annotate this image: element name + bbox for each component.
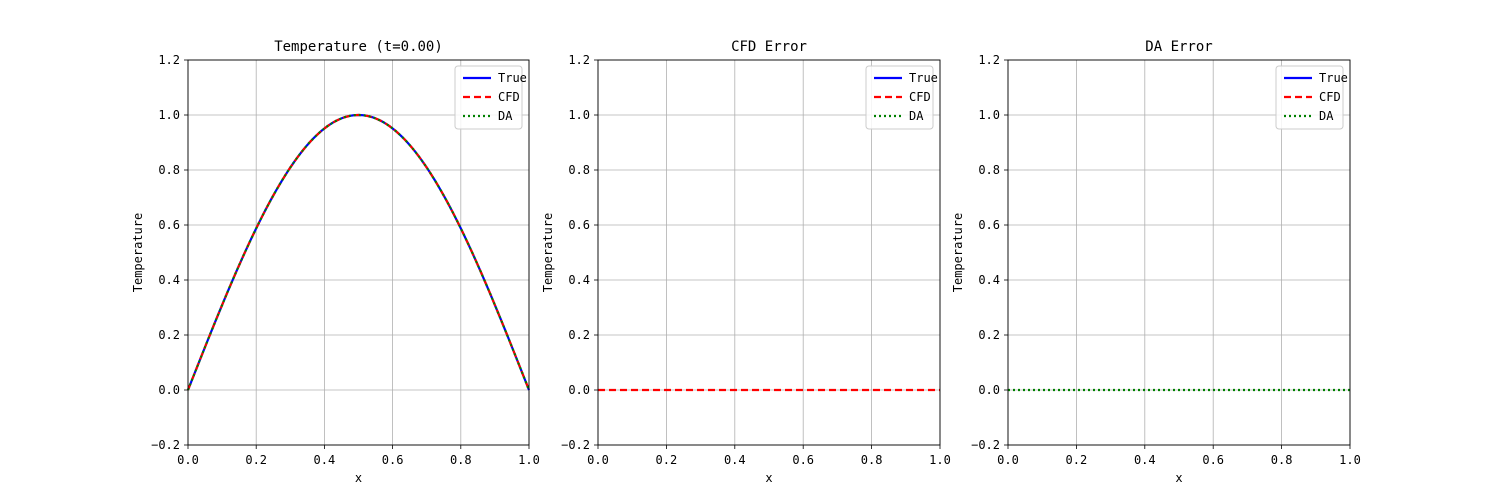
x-axis-label: x [1175,471,1182,485]
x-tick-label: 0.4 [724,453,746,467]
series-line-da [186,113,531,391]
x-tick-label: 0.2 [1066,453,1088,467]
x-tick-label: 0.8 [450,453,472,467]
y-tick-label: 0.8 [568,163,590,177]
y-tick-label: 1.0 [158,108,180,122]
subplot-3: 0.0 0.2 0.4 0.6 0.8 1.0−0.20.00.20.40.60.81.0… [951,39,1361,485]
legend-label-da: DA [1319,109,1334,123]
x-tick-label: 0.4 [314,453,336,467]
y-tick-label: 0.4 [568,273,590,287]
subplot-title: CFD Error [731,39,807,55]
y-tick-label: 0.6 [568,218,590,232]
y-tick-label: 0.4 [158,273,180,287]
x-tick-label: 0.4 [1134,453,1156,467]
x-tick-label: 0.6 [792,453,814,467]
y-tick-label: 1.2 [568,53,590,67]
y-tick-label: 0.2 [568,328,590,342]
series-line-cfd [186,113,531,391]
y-tick-label: 1.0 [568,108,590,122]
y-tick-label: 0.8 [158,163,180,177]
y-tick-label: 0.0 [158,383,180,397]
y-axis-label: Temperature [131,213,145,292]
y-axis-label: Temperature [541,213,555,292]
y-tick-label: −0.2 [151,438,180,452]
x-tick-label: 0.6 [382,453,404,467]
x-tick-label: 0.0 [997,453,1019,467]
x-tick-label: 0.0 [587,453,609,467]
y-tick-label: 0.8 [978,163,1000,177]
x-tick-label: 0.8 [1271,453,1293,467]
y-tick-label: 0.0 [978,383,1000,397]
legend-label-cfd: CFD [498,90,520,104]
y-tick-label: 0.2 [158,328,180,342]
y-tick-label: −0.2 [561,438,590,452]
y-tick-label: 0.2 [978,328,1000,342]
legend-label-true: True [1319,71,1348,85]
subplot-title: DA Error [1145,39,1212,55]
x-tick-label: 0.2 [245,453,267,467]
y-tick-label: 1.2 [158,53,180,67]
legend-label-da: DA [909,109,924,123]
legend-label-cfd: CFD [1319,90,1341,104]
y-tick-label: 1.0 [978,108,1000,122]
axes-frame [187,59,530,446]
x-axis-label: x [355,471,362,485]
axes-frame [597,59,941,446]
y-tick-label: 1.2 [978,53,1000,67]
x-tick-label: 1.0 [1339,453,1361,467]
series-line-true [186,113,531,391]
legend-label-cfd: CFD [909,90,931,104]
x-tick-label: 0.2 [656,453,678,467]
subplot-1: 0.0 0.2 0.4 0.6 0.8 1.0−0.20.00.20.40.60.81.0… [131,39,540,485]
y-tick-label: 0.0 [568,383,590,397]
y-tick-label: 0.4 [978,273,1000,287]
y-tick-label: −0.2 [971,438,1000,452]
x-tick-label: 0.8 [861,453,883,467]
x-tick-label: 0.0 [177,453,199,467]
y-axis-label: Temperature [951,213,965,292]
legend-label-da: DA [498,109,513,123]
x-tick-label: 0.6 [1202,453,1224,467]
subplot-2: 0.0 0.2 0.4 0.6 0.8 1.0−0.20.00.20.40.60.81.0… [541,39,951,485]
subplot-title: Temperature (t=0.00) [274,39,443,55]
y-tick-label: 0.6 [978,218,1000,232]
axes-frame [1007,59,1351,446]
legend-label-true: True [909,71,938,85]
legend-label-true: True [498,71,527,85]
y-tick-label: 0.6 [158,218,180,232]
x-axis-label: x [765,471,772,485]
x-tick-label: 1.0 [929,453,951,467]
x-tick-label: 1.0 [518,453,540,467]
